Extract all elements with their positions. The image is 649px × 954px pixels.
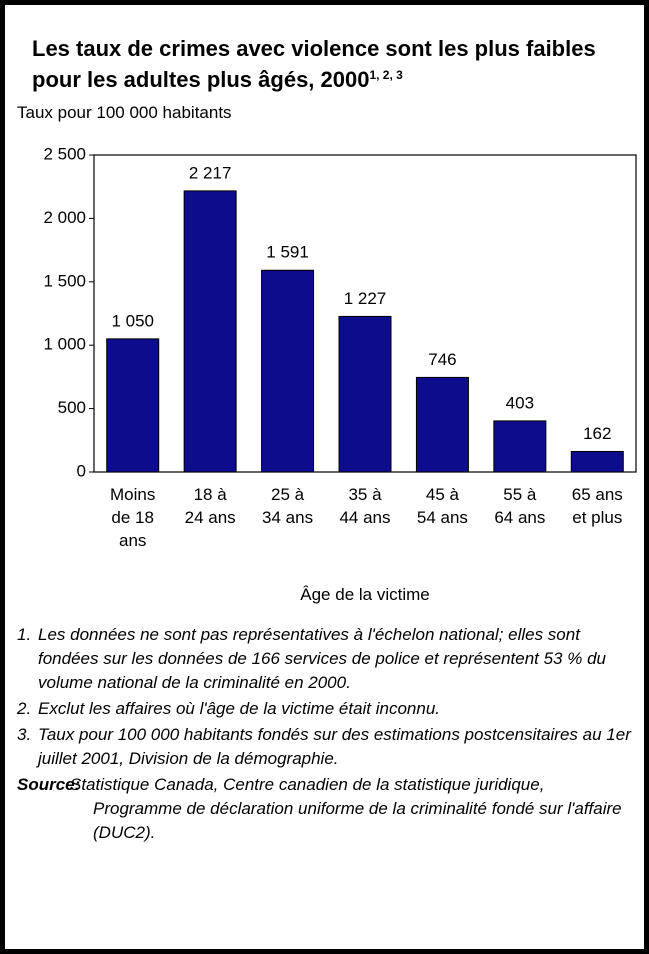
footnote: 1. Les données ne sont pas représentative…	[17, 623, 632, 695]
y-tick-label: 2 500	[43, 144, 86, 163]
title-note-refs: 1, 2, 3	[369, 68, 403, 82]
y-tick-label: 1 500	[43, 271, 86, 290]
x-tick-label: 55 à 64 ans	[494, 485, 546, 527]
footnote: 2. Exclut les affaires où l'âge de la vic…	[17, 697, 632, 721]
bar	[570, 450, 624, 473]
bar	[415, 376, 469, 473]
x-tick-label: 25 à 34 ans	[262, 485, 314, 527]
footnotes: 1. Les données ne sont pas représentative…	[17, 623, 632, 845]
bar	[493, 420, 547, 473]
x-tick-label: 45 à 54 ans	[416, 485, 468, 527]
x-tick-label: 65 ans et plus	[571, 485, 623, 527]
x-axis-label: Âge de la victime	[300, 585, 430, 604]
footnote-number: 3.	[17, 725, 32, 744]
x-tick-label: Moins de 18 ans	[110, 485, 156, 550]
y-tick-label: 500	[58, 398, 86, 417]
source-label: Source:	[17, 775, 81, 794]
y-tick-label: 0	[77, 461, 86, 480]
footnote-text: Exclut les affaires où l'âge de la victi…	[38, 699, 441, 718]
footnote-text: Les données ne sont pas représentatives …	[38, 625, 606, 692]
footnote: 3. Taux pour 100 000 habitants fondés sur…	[17, 723, 632, 771]
x-tick-label: 18 à 24 ans	[184, 485, 236, 527]
bar	[338, 315, 392, 473]
chart: 0 500 1 000 1 500 2 000 2 500 1 050 2 217 1 591 1…	[43, 144, 637, 480]
bar	[106, 338, 160, 473]
footnote-text: Taux pour 100 000 habitants fondés sur d…	[38, 725, 631, 768]
bar	[261, 269, 315, 473]
bar	[183, 190, 237, 473]
value-label: 1 227	[344, 289, 387, 308]
value-label: 2 217	[189, 163, 232, 182]
source: Source: Statistique Canada, Centre canadi…	[17, 773, 632, 845]
value-label: 746	[428, 350, 456, 369]
value-label: 1 050	[111, 311, 154, 330]
chart-title-block: Les taux de crimes avec violence sont le…	[32, 33, 632, 95]
footnote-number: 2.	[17, 699, 32, 718]
subtitle: Taux pour 100 000 habitants	[17, 103, 232, 122]
y-tick-label: 2 000	[43, 208, 86, 227]
y-tick-label: 1 000	[43, 335, 86, 354]
source-text: Statistique Canada, Centre canadien de l…	[70, 775, 622, 842]
value-label: 162	[583, 424, 611, 443]
x-tick-label: 35 à 44 ans	[339, 485, 391, 527]
value-label: 1 591	[266, 243, 309, 262]
value-label: 403	[506, 393, 534, 412]
chart-title: Les taux de crimes avec violence sont le…	[32, 36, 596, 92]
footnote-number: 1.	[17, 625, 32, 644]
